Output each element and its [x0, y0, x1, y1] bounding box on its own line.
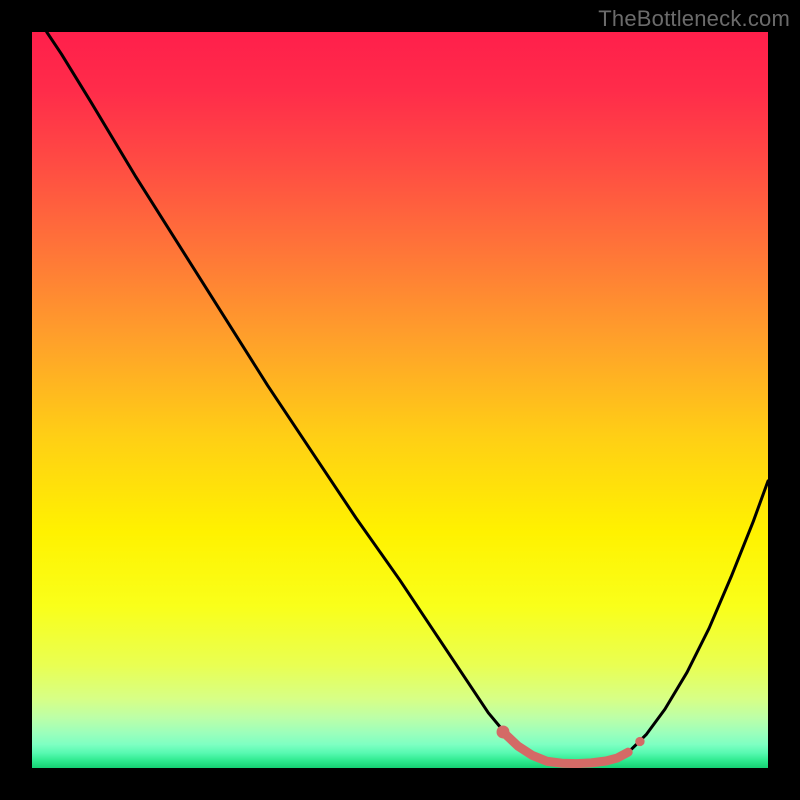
watermark-text: TheBottleneck.com	[598, 6, 790, 32]
plot-area	[32, 32, 768, 768]
gradient-heat-background	[32, 32, 768, 768]
chart-root: TheBottleneck.com	[0, 0, 800, 800]
